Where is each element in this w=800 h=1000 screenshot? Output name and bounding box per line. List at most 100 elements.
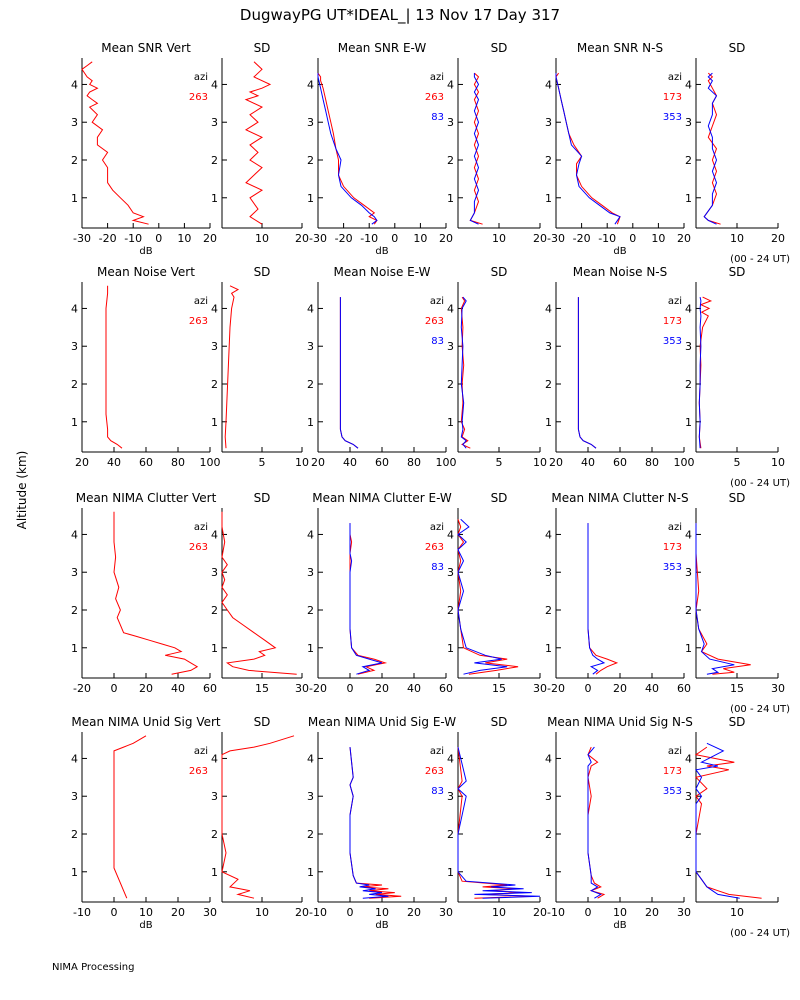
x-tick-label: 15 bbox=[492, 682, 506, 695]
figure-title: DugwayPG UT*IDEAL_| 13 Nov 17 Day 317 bbox=[240, 6, 560, 25]
y-tick-label: 4 bbox=[211, 302, 218, 315]
y-tick-label: 3 bbox=[307, 566, 314, 579]
x-tick-label: 10 bbox=[730, 232, 744, 245]
legend-entry: 353 bbox=[663, 112, 682, 123]
y-tick-label: 3 bbox=[685, 340, 692, 353]
legend-entry: 83 bbox=[431, 112, 444, 123]
x-tick-label: 20 bbox=[295, 232, 309, 245]
x-tick-label: 20 bbox=[295, 906, 309, 919]
panel-title: Mean NIMA Unid Sig N-S bbox=[547, 715, 693, 729]
x-axis-label: dB bbox=[375, 246, 388, 257]
y-tick-label: 1 bbox=[545, 866, 552, 879]
x-tick-label: 10 bbox=[730, 906, 744, 919]
panel-2-2: SD 1 2 3 4 5 10 bbox=[211, 265, 309, 469]
x-tick-label: 10 bbox=[492, 906, 506, 919]
panel-2-5: Mean Noise N-S 1 2 3 4 20 40 60 80 100 azi 173 353 bbox=[545, 265, 695, 469]
series-line-263 bbox=[317, 72, 378, 225]
panel-1-4: SD 1 2 3 4 10 20 bbox=[447, 41, 547, 245]
x-tick-label: 20 bbox=[533, 906, 547, 919]
chart-row-2: Mean Noise Vert 1 2 3 4 20 40 60 80 100 azi 263 SD 1 2… bbox=[71, 265, 790, 489]
x-tick-label: 0 bbox=[347, 906, 354, 919]
y-tick-label: 1 bbox=[685, 416, 692, 429]
x-tick-label: 20 bbox=[375, 682, 389, 695]
legend-title: azi bbox=[668, 296, 682, 307]
y-tick-label: 3 bbox=[211, 790, 218, 803]
y-tick-label: 2 bbox=[307, 604, 314, 617]
y-tick-label: 1 bbox=[685, 866, 692, 879]
panel-4-6: SD 1 2 3 4 10 bbox=[685, 715, 779, 919]
y-tick-label: 3 bbox=[71, 340, 78, 353]
series-line-353 bbox=[695, 523, 735, 675]
panel-title: Mean NIMA Clutter Vert bbox=[76, 491, 217, 505]
panel-title: SD bbox=[729, 265, 746, 279]
x-tick-label: 10 bbox=[413, 232, 427, 245]
series-line-353 bbox=[698, 296, 702, 449]
panel-3-1: Mean NIMA Clutter Vert 1 2 3 4 -20 0 20 40 60 azi 2… bbox=[71, 491, 217, 695]
y-tick-label: 1 bbox=[307, 642, 314, 655]
x-tick-label: 20 bbox=[439, 232, 453, 245]
y-tick-label: 2 bbox=[685, 154, 692, 167]
panel-title: SD bbox=[491, 265, 508, 279]
x-tick-label: 10 bbox=[255, 906, 269, 919]
panel-1-6: SD 1 2 3 4 10 20 bbox=[685, 41, 785, 245]
x-tick-label: -10 bbox=[309, 906, 327, 919]
series-line-263 bbox=[105, 285, 123, 449]
series-line-263 bbox=[81, 61, 149, 225]
legend-title: azi bbox=[668, 746, 682, 757]
panel-3-5: Mean NIMA Clutter N-S 1 2 3 4 -20 0 20 40 60 azi 17… bbox=[545, 491, 691, 695]
y-tick-label: 2 bbox=[685, 604, 692, 617]
y-tick-label: 2 bbox=[211, 378, 218, 391]
legend-entry: 263 bbox=[189, 92, 208, 103]
y-tick-label: 3 bbox=[685, 116, 692, 129]
series-line-263 bbox=[113, 511, 199, 675]
legend-entry: 263 bbox=[425, 766, 444, 777]
x-axis-label: dB bbox=[613, 246, 626, 257]
x-tick-label: 80 bbox=[171, 456, 185, 469]
legend-title: azi bbox=[194, 746, 208, 757]
x-tick-label: 60 bbox=[677, 682, 691, 695]
series-line-353 bbox=[695, 742, 740, 899]
series-line-263 bbox=[457, 747, 532, 899]
panel-title: SD bbox=[491, 715, 508, 729]
panel-title: SD bbox=[729, 41, 746, 55]
x-tick-label: 20 bbox=[311, 456, 325, 469]
x-tick-label: 20 bbox=[533, 232, 547, 245]
x-tick-label: 15 bbox=[255, 682, 269, 695]
y-tick-label: 3 bbox=[545, 340, 552, 353]
series-line-263 bbox=[224, 285, 240, 449]
panel-title: SD bbox=[491, 491, 508, 505]
series-line-263 bbox=[244, 61, 272, 225]
y-tick-label: 1 bbox=[211, 642, 218, 655]
legend-entry: 173 bbox=[663, 542, 682, 553]
panel-title: Mean NIMA Clutter N-S bbox=[551, 491, 688, 505]
panel-2-6: SD 1 2 3 4 5 10 bbox=[685, 265, 785, 469]
legend-title: azi bbox=[194, 72, 208, 83]
series-line-263 bbox=[221, 735, 295, 899]
panel-title: SD bbox=[254, 491, 271, 505]
x-tick-label: 10 bbox=[255, 232, 269, 245]
x-tick-label: 0 bbox=[629, 232, 636, 245]
series-line-173 bbox=[555, 72, 621, 225]
series-line-83 bbox=[457, 746, 541, 899]
y-tick-label: 2 bbox=[71, 604, 78, 617]
panel-4-2: SD 1 2 3 4 10 20 bbox=[211, 715, 309, 919]
y-tick-label: 3 bbox=[685, 566, 692, 579]
x-tick-label: 0 bbox=[347, 682, 354, 695]
series-line-173 bbox=[587, 523, 619, 675]
series-line-83 bbox=[457, 518, 508, 675]
y-tick-label: 3 bbox=[307, 116, 314, 129]
x-tick-label: 0 bbox=[111, 682, 118, 695]
x-tick-label: 5 bbox=[734, 456, 741, 469]
y-tick-label: 1 bbox=[685, 192, 692, 205]
x-tick-label: 15 bbox=[730, 682, 744, 695]
x-axis-label: dB bbox=[139, 920, 152, 931]
series-line-353 bbox=[587, 523, 606, 675]
y-tick-label: 4 bbox=[545, 302, 552, 315]
panel-title: Mean SNR N-S bbox=[577, 41, 663, 55]
panel-title: SD bbox=[254, 41, 271, 55]
legend-entry: 83 bbox=[431, 336, 444, 347]
panel-2-1: Mean Noise Vert 1 2 3 4 20 40 60 80 100 azi 263 bbox=[71, 265, 221, 469]
x-tick-label: -30 bbox=[73, 232, 91, 245]
x-tick-label: 10 bbox=[139, 906, 153, 919]
